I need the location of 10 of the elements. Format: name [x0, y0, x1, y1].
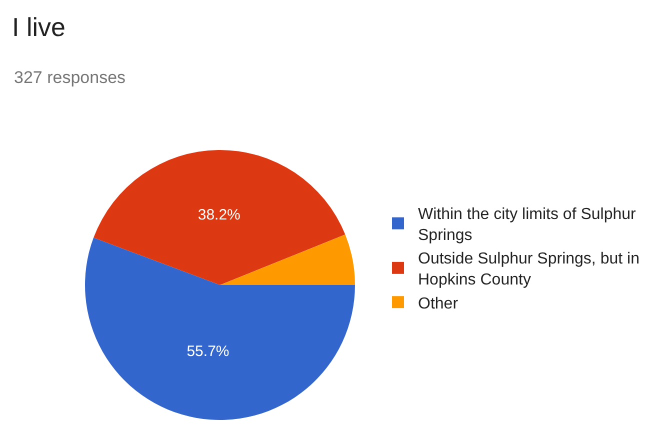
chart-subtitle: 327 responses — [14, 68, 126, 87]
legend-label: Within the city limits of Sulphur Springs — [418, 206, 637, 244]
chart-title: I live — [12, 12, 66, 42]
pie-slice — [85, 238, 355, 420]
legend-label: Other — [418, 295, 459, 312]
data-label: 38.2% — [198, 206, 240, 224]
pie-slice — [220, 234, 355, 285]
pie-slice — [94, 150, 346, 285]
data-label: 55.7% — [186, 342, 230, 360]
legend-label: Outside Sulphur Springs, but in Hopkins County — [418, 250, 640, 289]
